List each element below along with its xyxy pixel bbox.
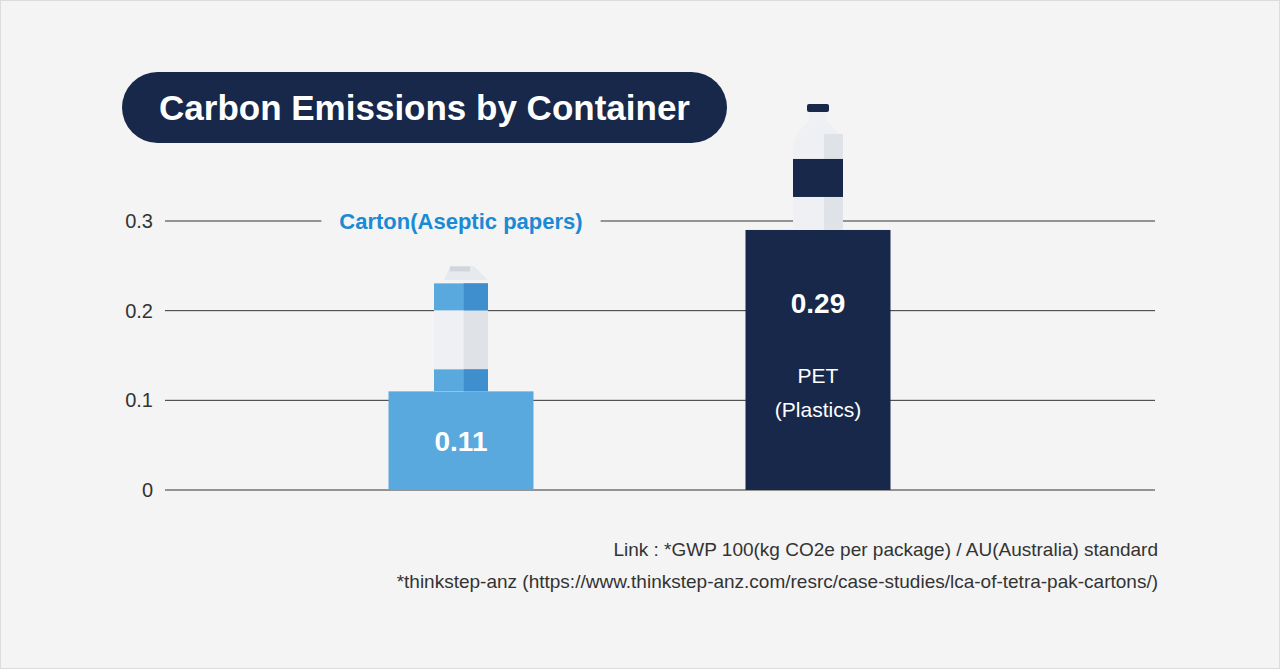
bottle-icon: [793, 104, 843, 230]
source-note: Link : *GWP 100(kg CO2e per package) / A…: [613, 539, 1158, 560]
grid-line: [165, 310, 1155, 311]
y-tick-label: 0.1: [125, 389, 153, 411]
source-note: *thinkstep-anz (https://www.thinkstep-an…: [397, 571, 1158, 592]
category-label: Carton(Aseptic papers): [339, 209, 582, 234]
carton-cap: [450, 266, 470, 271]
y-tick-label: 0.2: [125, 300, 153, 322]
category-label: PET (Plastics): [775, 364, 861, 421]
carton-icon: [434, 266, 488, 391]
carton-band-side: [464, 369, 488, 391]
data-label: 0.11: [435, 426, 488, 457]
background: [1, 1, 1280, 669]
carton-band: [434, 369, 488, 391]
y-tick-label: 0.3: [125, 210, 153, 232]
bar: [389, 391, 534, 490]
grid: [165, 221, 1155, 490]
overlay: 0.11 Carton(Aseptic papers) 0.29 PET (Plasti…: [321, 104, 861, 457]
data-label: 0.29: [791, 288, 846, 319]
category-label-line: (Plastics): [775, 398, 861, 421]
title-background: [122, 72, 727, 143]
grid-line: [165, 400, 1155, 401]
carton-body: [434, 283, 488, 391]
bottle-label: [793, 159, 843, 197]
carton-side: [464, 283, 488, 391]
y-tick-label: 0: [142, 479, 153, 501]
carton-band: [434, 283, 488, 310]
bar: [746, 230, 891, 490]
carton-band-side: [464, 283, 488, 310]
category-label-background: [321, 205, 600, 237]
category-label-line: PET: [798, 364, 839, 387]
bottle-body: [793, 112, 843, 230]
grid-line: [165, 221, 1155, 222]
bars: [389, 230, 891, 490]
bottle-cap: [807, 104, 829, 112]
carton-top: [444, 266, 488, 280]
grid-line: [165, 490, 1155, 491]
title: Carbon Emissions by Container: [159, 88, 690, 127]
